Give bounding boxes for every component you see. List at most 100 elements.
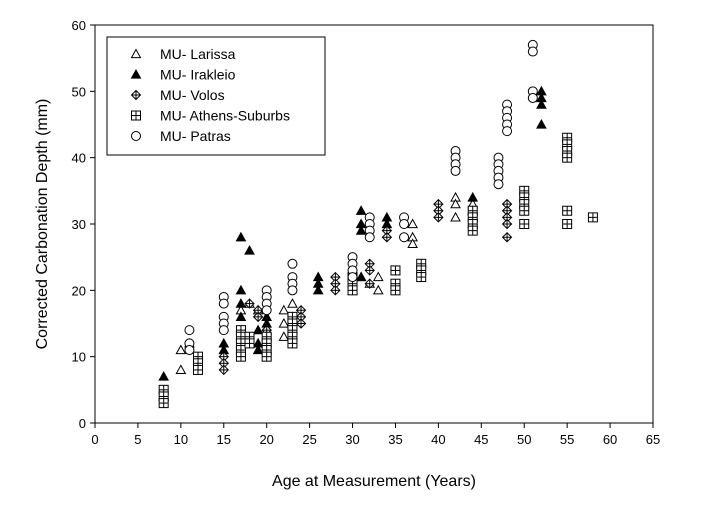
data-point — [450, 198, 461, 209]
data-point — [519, 205, 530, 216]
x-tick-label: 25 — [302, 432, 316, 447]
data-point — [193, 364, 204, 375]
legend-box — [106, 36, 326, 156]
legend-label: MU- Patras — [160, 128, 231, 144]
x-tick-label: 60 — [603, 432, 617, 447]
legend: MU- Larissa MU- Irakleio MU- Volos MU- Athe… — [106, 36, 326, 156]
data-point — [347, 272, 358, 283]
data-point — [364, 265, 375, 276]
data-point — [278, 331, 290, 341]
y-tick-label: 0 — [79, 416, 86, 431]
data-point — [450, 165, 461, 176]
x-tick-label: 55 — [560, 432, 574, 447]
data-point — [364, 232, 375, 243]
data-point — [536, 99, 547, 109]
data-point — [287, 285, 298, 296]
data-point — [278, 304, 290, 315]
data-point — [184, 345, 195, 356]
data-point — [261, 351, 272, 362]
data-point — [372, 271, 384, 282]
data-point — [330, 285, 341, 296]
legend-label: MU- Irakleio — [160, 67, 236, 83]
data-point — [312, 284, 324, 295]
data-point — [218, 325, 229, 336]
x-tick-label: 45 — [474, 432, 488, 447]
data-point — [287, 338, 298, 349]
data-point — [562, 219, 573, 229]
data-point — [218, 298, 229, 309]
data-point — [433, 212, 444, 223]
legend-marker-icon — [131, 131, 141, 141]
y-tick-label: 60 — [72, 18, 86, 33]
x-tick-label: 40 — [431, 432, 445, 447]
legend-label: MU- Athens-Suburbs — [160, 108, 290, 124]
y-tick-label: 20 — [72, 283, 86, 298]
data-point — [235, 311, 247, 321]
data-point — [501, 218, 513, 230]
data-point — [235, 284, 247, 295]
data-point — [467, 225, 478, 236]
y-axis-label: Corrected Carbonation Depth (mm) — [34, 99, 51, 350]
data-point — [587, 212, 598, 223]
data-point — [244, 245, 255, 255]
x-tick-label: 5 — [134, 432, 141, 447]
x-tick-label: 50 — [517, 432, 531, 447]
data-point — [175, 364, 187, 375]
data-point — [364, 278, 375, 289]
data-point — [252, 324, 264, 335]
y-tick-label: 30 — [72, 217, 86, 232]
data-point — [467, 219, 478, 229]
x-tick-label: 35 — [388, 432, 402, 447]
data-point — [287, 298, 298, 308]
data-point — [218, 364, 229, 376]
x-tick-label: 20 — [259, 432, 273, 447]
data-point — [261, 305, 272, 316]
data-point — [416, 272, 427, 283]
data-point — [493, 179, 504, 190]
data-point — [450, 211, 461, 222]
y-tick-label: 40 — [72, 151, 86, 166]
data-point — [527, 92, 538, 103]
legend-marker-icon — [130, 48, 142, 59]
data-point — [390, 265, 401, 276]
data-point — [355, 225, 367, 235]
legend-label: MU- Larissa — [160, 46, 236, 62]
data-point — [295, 318, 307, 329]
data-point — [407, 218, 418, 229]
x-tick-label: 10 — [174, 432, 188, 447]
data-point — [399, 232, 410, 243]
data-point — [399, 219, 410, 229]
data-point — [527, 46, 538, 57]
data-point — [501, 212, 513, 223]
data-point — [175, 344, 187, 355]
data-point — [347, 285, 358, 296]
data-point — [519, 219, 530, 229]
data-point — [235, 351, 246, 362]
data-point — [502, 126, 513, 137]
data-point — [536, 118, 547, 129]
legend-marker-icon — [131, 110, 141, 121]
data-point — [184, 325, 195, 336]
data-point — [244, 338, 255, 349]
data-point — [562, 205, 573, 216]
legend-label: MU- Volos — [160, 87, 225, 103]
data-point — [252, 311, 264, 323]
data-point — [244, 298, 255, 309]
legend-marker-icon — [130, 68, 142, 79]
data-point — [330, 278, 341, 289]
data-point — [381, 232, 393, 243]
x-tick-label: 15 — [217, 432, 231, 447]
y-tick-label: 10 — [72, 350, 86, 365]
data-point — [355, 205, 367, 215]
data-point — [235, 231, 247, 242]
data-point — [501, 232, 513, 243]
data-point — [355, 271, 367, 282]
x-tick-label: 30 — [345, 432, 359, 447]
x-axis-label: Age at Measurement (Years) — [272, 473, 476, 490]
data-point — [158, 398, 169, 409]
data-point — [235, 298, 247, 308]
data-point — [562, 152, 573, 163]
data-point — [278, 317, 290, 328]
